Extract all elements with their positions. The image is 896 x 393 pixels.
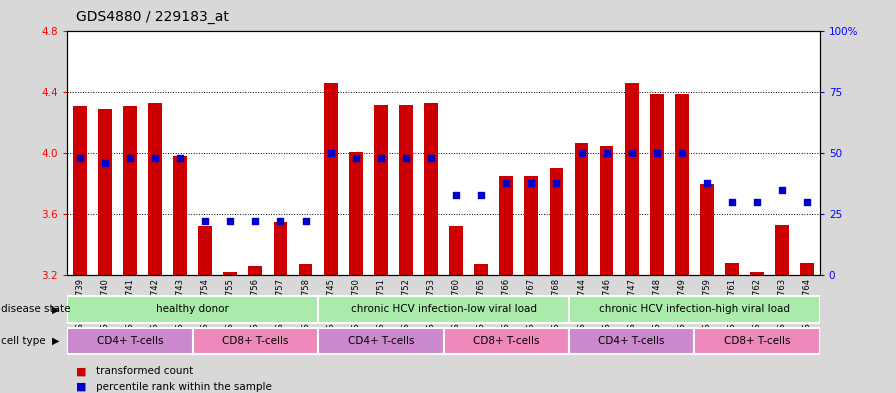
Bar (198, 226, 212, 275)
Text: healthy donor: healthy donor (156, 305, 229, 314)
Point (173, 155, 187, 161)
Bar (223, 272, 237, 275)
Bar (449, 226, 463, 275)
Bar (549, 169, 564, 275)
Point (449, 191, 463, 198)
Text: ■: ■ (76, 366, 87, 376)
Text: ■: ■ (76, 382, 87, 392)
Bar (173, 156, 187, 275)
Text: CD8+ T-cells: CD8+ T-cells (473, 336, 539, 346)
Bar (444, 328, 569, 354)
Point (374, 155, 388, 161)
Text: ▶: ▶ (52, 304, 59, 314)
Point (625, 150, 639, 156)
Bar (318, 328, 444, 354)
Point (98, 160, 112, 166)
Point (323, 150, 338, 156)
Bar (399, 105, 413, 275)
Text: disease state: disease state (1, 304, 71, 314)
Bar (374, 105, 388, 275)
Bar (524, 176, 538, 275)
Bar (148, 103, 162, 275)
Bar (725, 263, 739, 275)
Bar (123, 106, 137, 275)
Bar (73, 106, 87, 275)
Bar (775, 225, 789, 275)
Point (273, 219, 288, 225)
Bar (675, 94, 689, 275)
Point (800, 199, 814, 205)
Bar (424, 103, 438, 275)
Bar (750, 272, 764, 275)
Point (298, 219, 313, 225)
Point (499, 179, 513, 185)
Point (349, 155, 363, 161)
Text: chronic HCV infection-low viral load: chronic HCV infection-low viral load (350, 305, 537, 314)
Bar (650, 94, 664, 275)
Point (248, 219, 263, 225)
Bar (599, 146, 614, 275)
Point (399, 155, 413, 161)
Text: transformed count: transformed count (96, 366, 194, 376)
Bar (625, 83, 639, 275)
Point (73, 155, 87, 161)
Point (650, 150, 664, 156)
Bar (474, 264, 488, 275)
Text: CD4+ T-cells: CD4+ T-cells (97, 336, 163, 346)
Text: CD8+ T-cells: CD8+ T-cells (724, 336, 790, 346)
Bar (193, 328, 318, 354)
Point (424, 155, 438, 161)
Text: CD4+ T-cells: CD4+ T-cells (599, 336, 665, 346)
Bar (694, 328, 820, 354)
Text: ▶: ▶ (52, 336, 59, 346)
Bar (298, 264, 313, 275)
Point (675, 150, 689, 156)
Bar (574, 143, 589, 275)
Bar (700, 184, 714, 275)
Bar (98, 109, 112, 275)
Point (223, 219, 237, 225)
Text: CD4+ T-cells: CD4+ T-cells (348, 336, 414, 346)
Point (123, 155, 137, 161)
Bar (318, 296, 569, 323)
Point (725, 199, 739, 205)
Text: GDS4880 / 229183_at: GDS4880 / 229183_at (76, 9, 229, 24)
Bar (499, 176, 513, 275)
Bar (569, 296, 820, 323)
Point (524, 179, 538, 185)
Point (574, 150, 589, 156)
Bar (323, 83, 338, 275)
Bar (349, 152, 363, 275)
Bar (273, 222, 288, 275)
Point (775, 187, 789, 193)
Point (148, 155, 162, 161)
Text: CD8+ T-cells: CD8+ T-cells (222, 336, 289, 346)
Point (198, 219, 212, 225)
Text: percentile rank within the sample: percentile rank within the sample (96, 382, 271, 392)
Text: chronic HCV infection-high viral load: chronic HCV infection-high viral load (599, 305, 790, 314)
Bar (569, 328, 694, 354)
Point (700, 179, 714, 185)
Bar (800, 263, 814, 275)
Bar (67, 296, 318, 323)
Point (599, 150, 614, 156)
Bar (248, 266, 263, 275)
Point (750, 199, 764, 205)
Point (474, 191, 488, 198)
Bar (67, 328, 193, 354)
Text: cell type: cell type (1, 336, 46, 346)
Point (549, 179, 564, 185)
